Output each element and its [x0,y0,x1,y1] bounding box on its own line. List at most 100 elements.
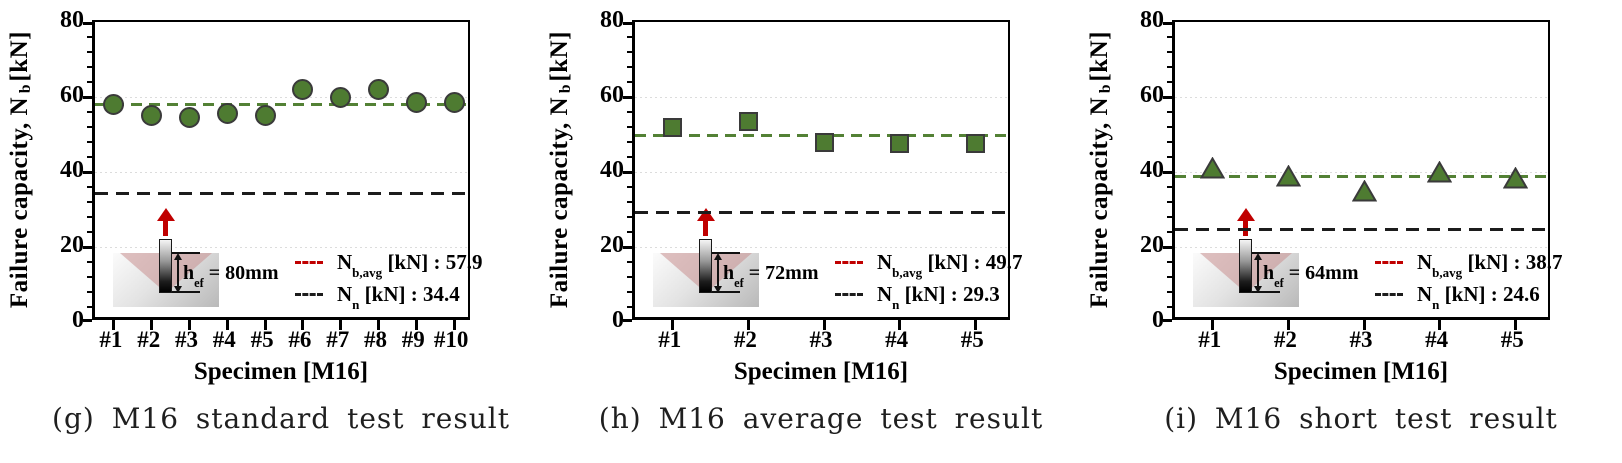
legend-avg-label: Nb,avg [kN] : 49.7 [877,250,1023,281]
data-point-marker [141,105,163,127]
data-point-marker [179,107,200,129]
y-minor-tick [1167,306,1172,308]
y-minor-tick [627,36,632,38]
data-point-marker [738,111,758,131]
y-minor-tick [627,276,632,278]
y-minor-tick [1167,201,1172,203]
y-minor-tick [87,216,92,218]
x-major-tick [898,320,902,330]
x-tick-label: #2 [1273,327,1297,352]
data-point-marker [292,79,314,100]
nominal-dashed-line-icon [295,293,323,296]
nominal-capacity-line [635,210,1008,214]
y-minor-tick [87,66,92,68]
y-minor-tick [1167,81,1172,83]
x-major-tick [1211,320,1215,330]
y-minor-tick [87,141,92,143]
data-point-marker [965,134,985,154]
y-minor-tick [627,81,632,83]
x-major-tick [414,320,418,330]
y-tick-label: 80 [60,7,84,33]
dimension-arrowhead-up [714,253,722,260]
data-point-marker [814,132,834,152]
legend: Nb,avg [kN] : 38.7 Nn [kN] : 24.6 [1375,250,1563,314]
tension-arrow-shaft [703,219,708,236]
x-tick-label: #3 [809,327,833,352]
x-major-tick [1438,320,1442,330]
data-point-marker [1200,156,1226,179]
y-minor-tick [627,141,632,143]
y-major-tick [83,22,92,25]
x-tick-label: #4 [212,327,236,352]
x-major-tick [263,320,267,330]
y-minor-tick [1167,141,1172,143]
legend-row-nominal: Nn [kN] : 34.4 [295,282,483,311]
y-axis-title-column: Failure capacity, Nb [kN] [540,20,580,320]
avg-dashed-line-icon [1375,261,1403,264]
x-tick-label: #4 [1425,327,1449,352]
data-point-marker [330,86,352,108]
legend-row-avg: Nb,avg [kN] : 38.7 [1375,250,1563,279]
y-minor-tick [87,186,92,188]
y-tick-label: 20 [1140,232,1164,258]
y-minor-tick [1167,276,1172,278]
dimension-arrowhead-down [714,286,722,293]
y-tick-label: 0 [1152,307,1164,333]
tension-arrow-icon [1237,208,1255,221]
x-tick-label: #2 [137,327,161,352]
y-major-tick [623,245,632,249]
x-tick-label: #6 [288,327,312,352]
y-axis-title: Failure capacity, Nb [kN] [1086,31,1114,309]
dimension-cap-bottom [712,291,740,293]
avg-dashed-line-icon [835,261,863,264]
y-tick-label: 60 [60,82,84,108]
y-major-tick [83,170,92,174]
nominal-dashed-line-icon [835,293,863,296]
y-major-tick [623,95,632,99]
x-major-tick [112,320,116,330]
average-capacity-line [1175,175,1548,179]
data-point-marker [1275,164,1302,187]
y-minor-tick [1167,66,1172,68]
nominal-capacity-line [1175,228,1548,232]
y-minor-tick [1167,261,1172,263]
data-point-marker [368,79,389,100]
legend-avg-label: Nb,avg [kN] : 57.9 [337,250,483,281]
data-point-marker [663,117,683,137]
gridline [635,97,1008,98]
dimension-cap-top [172,252,200,254]
data-point-marker [443,92,465,114]
y-major-tick [83,319,92,322]
y-major-tick [623,22,632,25]
nominal-capacity-line [95,191,468,195]
y-minor-tick [627,201,632,203]
y-minor-tick [87,126,92,128]
y-tick-label: 0 [72,307,84,333]
x-tick-label: #4 [885,327,909,352]
x-tick-label: #5 [960,327,984,352]
x-major-tick [746,320,750,330]
x-axis-title: Specimen [M16] [193,358,369,385]
dimension-arrowhead-down [174,286,182,293]
x-tick-label-row: #1 #2 #3 #4 #5 #6 #7 #8 #9 #10 [92,320,470,358]
y-axis-title-column: Failure capacity, Nb [kN] [1080,20,1120,320]
hef-label: hef = 64mm [1263,262,1359,290]
y-minor-tick [627,231,632,233]
x-tick-label: #3 [175,327,198,352]
y-minor-tick [627,261,632,263]
y-minor-tick [87,306,92,308]
y-major-tick [1163,22,1172,25]
data-point-marker [1426,160,1453,183]
caption-row: (h) M16 average test result [599,402,1042,435]
chart-caption: (i) M16 short test result [1164,402,1558,435]
gridline [1175,247,1548,248]
x-major-tick [150,320,154,330]
legend-nominal-label: Nn [kN] : 24.6 [1417,282,1540,313]
x-major-tick [188,320,191,330]
x-major-tick [225,320,229,330]
y-minor-tick [87,231,92,233]
y-major-tick [83,245,92,249]
gridline [635,172,1008,173]
y-tick-label-column: 80 60 40 20 0 [1120,7,1172,333]
plot-area: hef = 80mm Nb,avg [kN] : 57.9 Nn [kN] : … [83,20,483,330]
